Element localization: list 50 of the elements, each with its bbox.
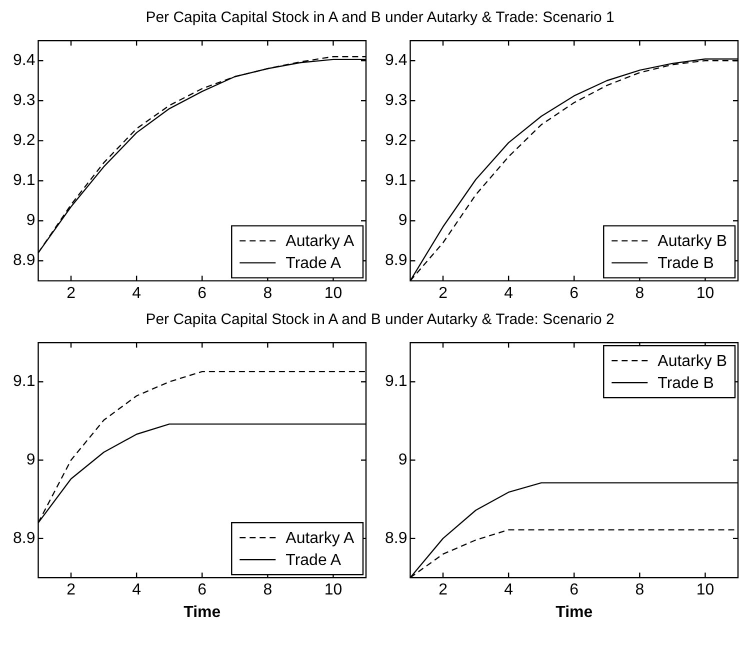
legend-label: Trade B	[658, 255, 714, 272]
y-tick-label: 9.1	[384, 172, 408, 190]
legend-label: Trade A	[286, 255, 342, 272]
x-tick-label: 6	[198, 582, 207, 599]
x-tick-label: 6	[570, 582, 579, 599]
y-tick-label: 9	[26, 212, 36, 230]
legend-label: Trade A	[286, 552, 342, 570]
y-tick-label: 9.1	[12, 373, 36, 390]
y-tick-label: 9.4	[12, 52, 36, 70]
y-tick-label: 9	[398, 212, 408, 230]
legend-label: Autarky B	[658, 233, 727, 250]
x-tick-label: 8	[263, 284, 272, 302]
y-tick-label: 9.1	[12, 172, 36, 190]
x-tick-label: 10	[696, 582, 714, 599]
legend-label: Autarky A	[286, 530, 354, 548]
legend-label: Autarky A	[286, 233, 354, 250]
y-tick-label: 8.9	[12, 252, 36, 270]
x-tick-label: 6	[570, 284, 579, 302]
chart-title: Per Capita Capital Stock in A and B under Autarky & Trade: Scenario 1	[144, 8, 616, 28]
x-tick-label: 4	[132, 582, 142, 599]
x-tick-label: 2	[438, 284, 448, 302]
y-tick-label: 9.4	[384, 52, 408, 70]
x-tick-label: 8	[635, 582, 644, 599]
x-tick-label: 8	[263, 582, 272, 599]
x-tick-label: 2	[438, 582, 448, 599]
x-tick-label: 6	[198, 284, 207, 302]
y-tick-label: 9.1	[384, 373, 408, 390]
x-tick-label: 10	[324, 582, 342, 599]
x-tick-label: 10	[696, 284, 714, 302]
legend-label: Trade B	[658, 375, 714, 392]
x-tick-label: 4	[504, 582, 514, 599]
y-tick-label: 9	[398, 452, 408, 469]
y-tick-label: 9.3	[12, 92, 36, 110]
x-axis-title: Time	[184, 604, 221, 621]
y-tick-label: 9.3	[384, 92, 408, 110]
x-tick-label: 2	[66, 582, 76, 599]
x-tick-label: 10	[324, 284, 342, 302]
y-tick-label: 9.2	[384, 132, 408, 150]
y-tick-label: 8.9	[384, 252, 408, 270]
x-tick-label: 4	[504, 284, 514, 302]
x-tick-label: 2	[66, 284, 76, 302]
y-tick-label: 9	[26, 452, 36, 469]
y-tick-label: 9.2	[12, 132, 36, 150]
y-tick-label: 8.9	[12, 530, 36, 547]
x-tick-label: 8	[635, 284, 644, 302]
legend-label: Autarky B	[658, 353, 727, 370]
x-tick-label: 4	[132, 284, 142, 302]
y-tick-label: 8.9	[384, 530, 408, 547]
chart-title: Per Capita Capital Stock in A and B under Autarky & Trade: Scenario 2	[144, 310, 616, 330]
x-axis-title: Time	[556, 604, 593, 621]
